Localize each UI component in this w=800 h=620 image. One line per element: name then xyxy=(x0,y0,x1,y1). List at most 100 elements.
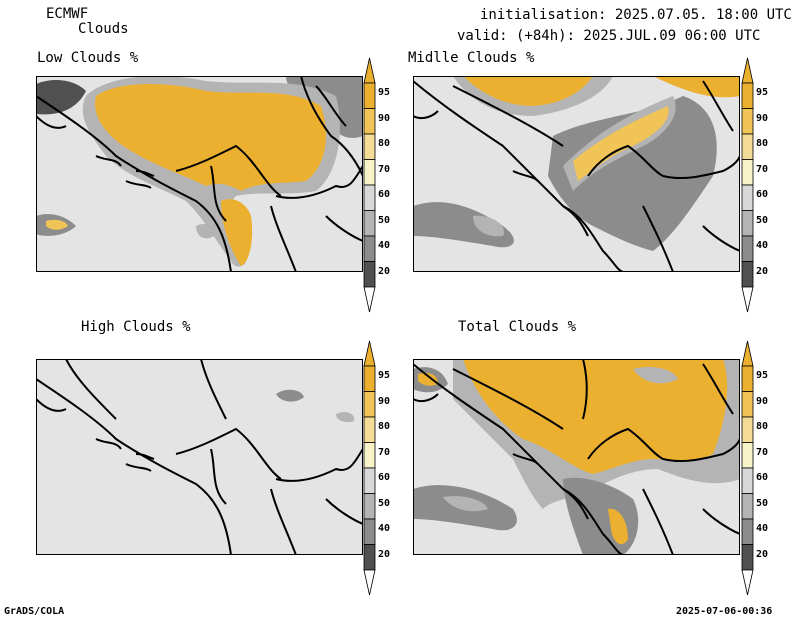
map-middle-clouds xyxy=(413,76,740,272)
colorbar-label: 90 xyxy=(756,112,769,124)
colorbar-top-triangle xyxy=(363,340,376,367)
colorbar-box xyxy=(741,518,754,545)
footer-left: GrADS/COLA xyxy=(4,606,65,617)
colorbar-box xyxy=(741,184,754,211)
colorbar-bottom-triangle xyxy=(741,286,754,313)
colorbar-box xyxy=(363,493,376,520)
title-total-clouds: Total Clouds % xyxy=(458,319,577,335)
colorbar-box xyxy=(741,391,754,418)
colorbar-box xyxy=(363,391,376,418)
colorbar-label: 80 xyxy=(756,421,769,432)
cloud-contour xyxy=(463,76,593,106)
colorbar-box xyxy=(741,133,754,160)
title-high-clouds: High Clouds % xyxy=(81,319,191,335)
colorbar-box xyxy=(363,365,376,392)
map-background xyxy=(36,359,363,555)
colorbar-box xyxy=(363,235,376,262)
colorbar-label: 20 xyxy=(378,548,391,560)
colorbar-svg xyxy=(363,57,376,313)
colorbar-svg xyxy=(741,57,754,313)
colorbar-label: 60 xyxy=(756,189,769,200)
colorbar-bottom-triangle xyxy=(741,569,754,596)
colorbar-label: 60 xyxy=(378,189,391,200)
colorbar-bottom-triangle xyxy=(363,569,376,596)
cloud-contour xyxy=(463,359,728,474)
colorbar-label: 80 xyxy=(756,138,769,149)
colorbar-box xyxy=(741,261,754,288)
cloud-contour xyxy=(95,84,326,191)
colorbar-label: 90 xyxy=(378,112,391,124)
colorbar-label: 50 xyxy=(378,214,391,226)
colorbar-box xyxy=(363,544,376,571)
map-frame xyxy=(413,76,740,272)
cloud-contour xyxy=(336,411,355,423)
cloud-contour xyxy=(653,76,740,98)
colorbar-label: 50 xyxy=(378,497,391,509)
map-total-clouds xyxy=(413,359,740,555)
cloud-contour xyxy=(473,215,504,237)
cloud-contour xyxy=(413,202,514,248)
footer-right: 2025-07-06-00:36 xyxy=(676,606,773,617)
colorbar-label: 80 xyxy=(378,138,391,149)
colorbar-box xyxy=(741,365,754,392)
colorbar-box xyxy=(363,159,376,186)
colorbar-svg xyxy=(741,340,754,596)
colorbar-box xyxy=(741,544,754,571)
map-frame xyxy=(36,359,363,555)
cloud-contour xyxy=(46,219,68,230)
colorbar-box xyxy=(741,108,754,135)
cloud-contour xyxy=(196,224,215,239)
map-total-svg xyxy=(413,359,740,555)
init-time: initialisation: 2025.07.05. 18:00 UTC xyxy=(480,7,792,23)
colorbar-box xyxy=(741,82,754,109)
colorbar-box xyxy=(363,210,376,237)
cloud-contour xyxy=(418,372,438,386)
colorbar-label: 40 xyxy=(378,523,391,534)
colorbar-svg xyxy=(363,340,376,596)
title-low-clouds: Low Clouds % xyxy=(37,50,139,66)
colorbar-label: 20 xyxy=(756,548,769,560)
colorbar-label: 50 xyxy=(756,497,769,509)
colorbar-label: 95 xyxy=(756,87,769,98)
colorbar-box xyxy=(363,108,376,135)
colorbar-box xyxy=(363,416,376,443)
colorbar-box xyxy=(363,184,376,211)
cloud-contour xyxy=(36,80,86,115)
colorbar-box xyxy=(363,82,376,109)
colorbar-box xyxy=(741,210,754,237)
colorbar-box xyxy=(741,493,754,520)
colorbar-top-triangle xyxy=(741,57,754,84)
colorbar-label: 90 xyxy=(378,395,391,407)
cloud-contour xyxy=(608,508,628,545)
colorbar-box xyxy=(363,442,376,469)
map-low-clouds xyxy=(36,76,363,272)
colorbar-box xyxy=(363,133,376,160)
colorbar-box xyxy=(741,159,754,186)
valid-time: valid: (+84h): 2025.JUL.09 06:00 UTC xyxy=(457,28,761,44)
map-low-svg xyxy=(36,76,363,272)
colorbar-label: 20 xyxy=(378,265,391,277)
coastline-borders xyxy=(413,80,740,272)
colorbar-label: 80 xyxy=(378,421,391,432)
model-name: ECMWF xyxy=(46,6,89,22)
colorbar-label: 70 xyxy=(756,446,769,458)
product-name: Clouds xyxy=(78,21,129,37)
map-middle-svg xyxy=(413,76,740,272)
cloud-contour xyxy=(443,496,488,512)
coastline-borders xyxy=(413,359,740,555)
colorbar-label: 40 xyxy=(378,240,391,251)
cloud-contour xyxy=(276,389,304,402)
map-frame xyxy=(36,76,363,272)
colorbar-label: 95 xyxy=(378,370,391,381)
cloud-contour xyxy=(633,367,678,384)
colorbar-box xyxy=(741,442,754,469)
colorbar-box xyxy=(363,261,376,288)
colorbar-label: 60 xyxy=(756,472,769,483)
colorbar-box xyxy=(741,235,754,262)
colorbar-label: 95 xyxy=(378,87,391,98)
colorbar-label: 70 xyxy=(378,163,391,175)
colorbar-box xyxy=(741,416,754,443)
colorbar-box xyxy=(363,518,376,545)
colorbar-box xyxy=(363,467,376,494)
cloud-contour xyxy=(221,199,253,266)
